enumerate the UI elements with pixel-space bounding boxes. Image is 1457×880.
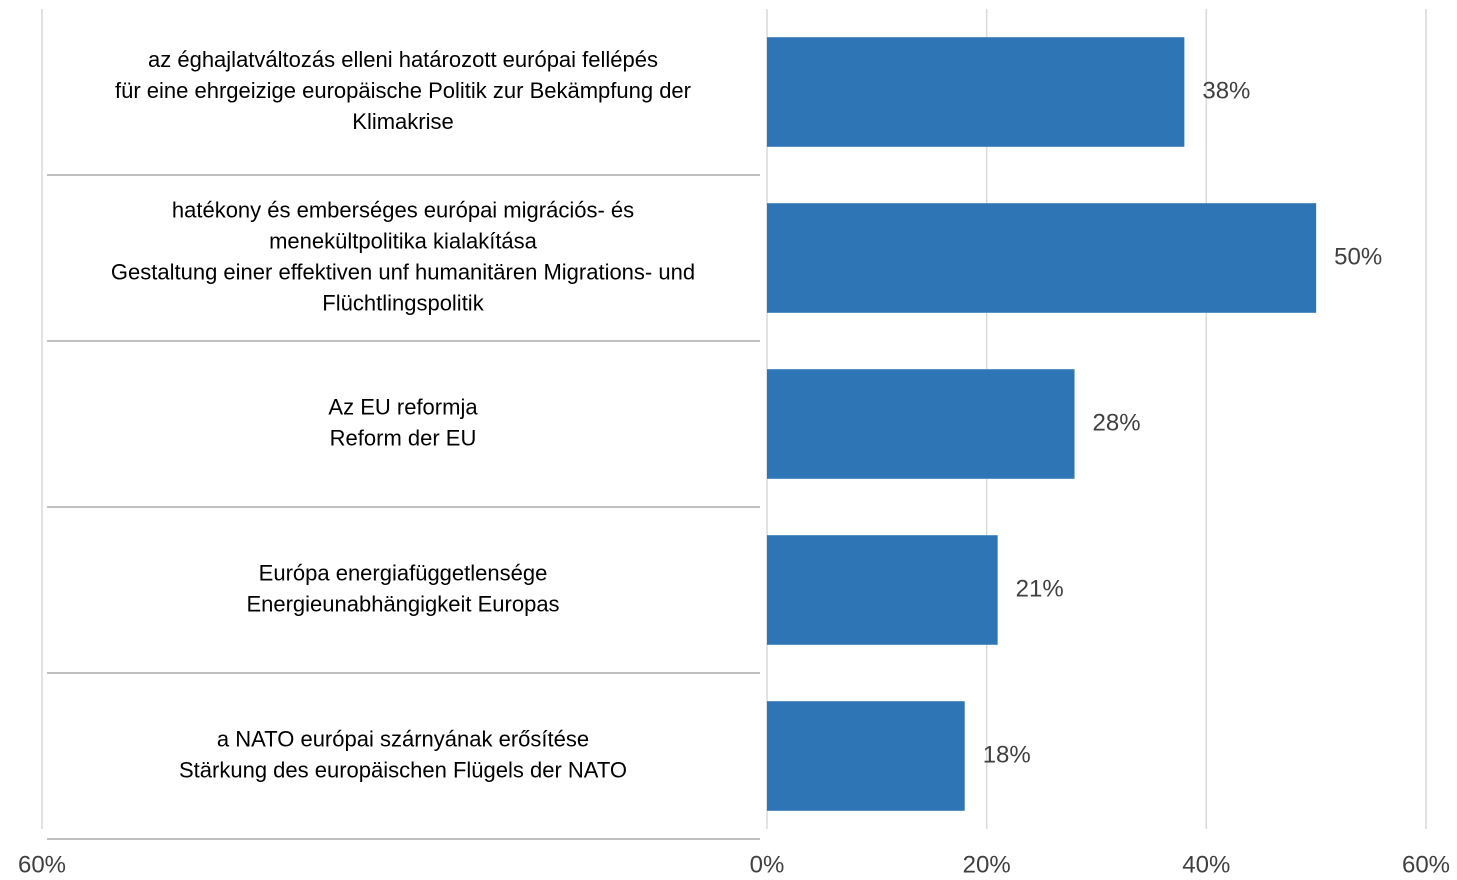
category-label: Stärkung des europäischen Flügels der NA… <box>179 757 627 782</box>
value-label: 21% <box>1016 575 1064 602</box>
category-label: Energieunabhängigkeit Europas <box>246 591 559 616</box>
x-tick-label: 40% <box>1182 851 1230 878</box>
bar <box>767 37 1185 147</box>
category-label: Klimakrise <box>352 109 453 134</box>
category-label: Reform der EU <box>330 425 477 450</box>
value-label: 28% <box>1093 409 1141 436</box>
bar <box>767 535 998 645</box>
x-tick-label: 0% <box>750 851 785 878</box>
category-label: hatékony és emberséges európai migrációs… <box>172 197 634 222</box>
category-label: a NATO európai szárnyának erősítése <box>217 726 589 751</box>
value-label: 38% <box>1202 77 1250 104</box>
category-label: az éghajlatváltozás elleni határozott eu… <box>148 47 658 72</box>
category-label: Az EU reformja <box>328 394 478 419</box>
category-label: menekültpolitika kialakítása <box>269 228 538 253</box>
category-label: für eine ehrgeizige europäische Politik … <box>115 78 691 103</box>
x-tick-label: 60% <box>18 851 66 878</box>
category-label: Európa energiafüggetlensége <box>259 560 548 585</box>
value-label: 50% <box>1334 243 1382 270</box>
value-label: 18% <box>983 741 1031 768</box>
x-tick-label: 20% <box>963 851 1011 878</box>
bar <box>767 701 965 811</box>
bar <box>767 203 1317 313</box>
category-label: Gestaltung einer effektiven unf humanitä… <box>111 259 695 284</box>
x-tick-label: 60% <box>1402 851 1450 878</box>
category-label: Flüchtlingspolitik <box>322 290 484 315</box>
bar <box>767 369 1075 479</box>
